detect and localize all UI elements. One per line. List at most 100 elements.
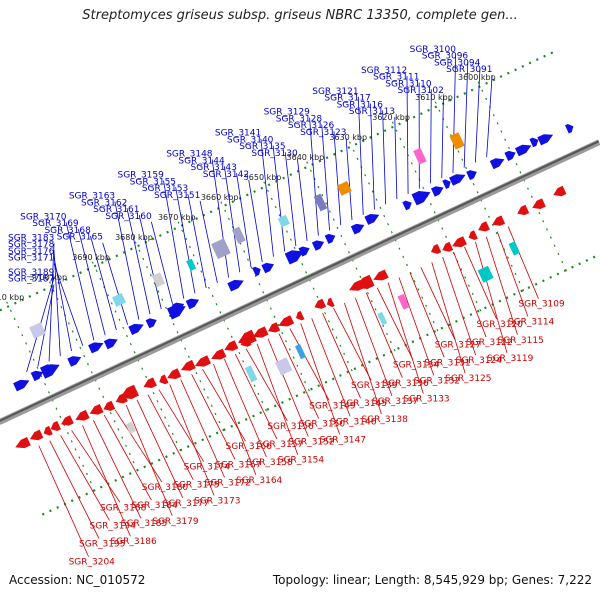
gene-label: SGR_3120 bbox=[477, 320, 524, 330]
forward-gene-arrow bbox=[103, 338, 118, 350]
reverse-gene-arrow bbox=[492, 215, 506, 226]
reverse-gene-arrow bbox=[553, 185, 567, 197]
label-leader-line bbox=[420, 267, 456, 340]
gene-label: SGR_3110 bbox=[385, 79, 432, 89]
gene-label: SGR_3096 bbox=[422, 52, 469, 62]
gene-label: SGR_3131 bbox=[424, 358, 470, 368]
gene-label: SGR_3189 bbox=[8, 268, 55, 278]
label-leader-line bbox=[442, 257, 477, 356]
label-leader-line bbox=[496, 231, 529, 317]
gene-label: SGR_3150 bbox=[299, 420, 346, 430]
label-leader-line bbox=[147, 394, 194, 480]
gene-label: SGR_3130 bbox=[251, 149, 298, 159]
label-leader-line bbox=[354, 297, 393, 397]
gene-label: SGR_3158 bbox=[246, 458, 293, 468]
reverse-gene-arrow bbox=[442, 241, 454, 252]
gene-label: SGR_3167 bbox=[215, 460, 261, 470]
gene-label: SGR_3136 bbox=[382, 379, 429, 389]
label-leader-line bbox=[406, 75, 409, 194]
label-leader-line bbox=[507, 226, 539, 299]
label-leader-line bbox=[202, 369, 246, 442]
gene-label: SGR_3187 bbox=[8, 275, 54, 285]
label-leader-line bbox=[475, 68, 481, 163]
gene-label: SGR_3122 bbox=[466, 338, 512, 348]
scale-tick-label: 3690 kbp bbox=[72, 253, 110, 262]
reverse-gene-arrow bbox=[452, 236, 467, 248]
label-leader-line bbox=[53, 263, 84, 346]
axis-line-shadow bbox=[0, 139, 600, 425]
label-leader-lines bbox=[26, 54, 539, 557]
label-leader-line bbox=[453, 251, 487, 338]
gene-label: SGR_3185 bbox=[121, 519, 167, 529]
genome-axis bbox=[0, 49, 600, 516]
reverse-gene-arrow bbox=[355, 274, 375, 289]
label-leader-line bbox=[284, 152, 297, 247]
gene-label: SGR_3144 bbox=[178, 156, 225, 166]
label-leader-line bbox=[150, 221, 173, 304]
label-leader-line bbox=[234, 353, 278, 440]
reverse-gene-arrow bbox=[211, 348, 227, 360]
forward-gene-arrow bbox=[252, 266, 261, 277]
forward-gene-arrow bbox=[67, 356, 82, 367]
reverse-gene-arrow bbox=[278, 315, 295, 327]
reverse-gene-arrow bbox=[252, 326, 269, 338]
label-leader-line bbox=[431, 262, 466, 374]
label-leader-line bbox=[199, 200, 218, 283]
gene-label: SGR_3165 bbox=[57, 233, 103, 243]
forward-gene-arrow bbox=[166, 305, 186, 320]
gene-label: SGR_3204 bbox=[69, 558, 116, 568]
annotation-block bbox=[336, 181, 352, 196]
reverse-gene-arrow bbox=[159, 374, 169, 385]
label-leader-line bbox=[93, 419, 142, 519]
gene-label: SGR_3186 bbox=[110, 537, 157, 547]
annotation-block bbox=[125, 421, 136, 434]
gene-label: SGR_3119 bbox=[487, 354, 534, 364]
label-leader-line bbox=[248, 179, 263, 262]
label-leader-line bbox=[441, 96, 444, 179]
forward-gene-arrow bbox=[145, 318, 157, 329]
label-leader-line bbox=[126, 208, 151, 315]
gene-label: SGR_3173 bbox=[194, 496, 240, 506]
scale-tick-label: 3630 kbp bbox=[329, 133, 367, 142]
label-leader-line bbox=[260, 138, 274, 257]
label-leader-line bbox=[65, 222, 95, 341]
gene-label: SGR_3183 bbox=[8, 233, 54, 243]
label-leader-line bbox=[365, 292, 403, 378]
label-leader-line bbox=[245, 348, 288, 422]
label-leader-line bbox=[311, 318, 351, 417]
label-leader-line bbox=[463, 61, 469, 168]
gene-label: SGR_3176 bbox=[8, 247, 55, 257]
gene-label: SGR_3171 bbox=[8, 254, 54, 264]
label-leader-line bbox=[158, 389, 204, 462]
scale-tick-label: 3640 kbp bbox=[287, 153, 325, 162]
gene-label: SGR_3148 bbox=[166, 150, 213, 160]
annotation-block bbox=[275, 357, 293, 376]
label-leader-line bbox=[169, 384, 215, 496]
forward-gene-arrow bbox=[489, 158, 505, 170]
label-leader-line bbox=[357, 96, 364, 215]
forward-gene-arrow bbox=[466, 170, 477, 181]
gene-label: SGR_3180 bbox=[142, 483, 189, 493]
label-leader-line bbox=[180, 379, 225, 478]
forward-gene-arrow bbox=[537, 134, 554, 146]
gene-label: SGR_3159 bbox=[118, 171, 165, 181]
label-leader-line bbox=[382, 110, 387, 205]
gene-label: SGR_3115 bbox=[497, 336, 543, 346]
forward-gene-arrow bbox=[350, 223, 365, 235]
gene-label: SGR_3123 bbox=[300, 128, 346, 138]
forward-gene-arrow bbox=[449, 174, 466, 186]
gene-label: SGR_3132 bbox=[414, 377, 460, 387]
annotation-block bbox=[151, 272, 166, 288]
annotation-block bbox=[29, 322, 46, 339]
reverse-gene-arrow bbox=[180, 359, 196, 371]
label-leader-line bbox=[211, 159, 229, 278]
reverse-gene-arrow bbox=[373, 269, 389, 281]
gene-label: SGR_3160 bbox=[105, 212, 152, 222]
gene-label: SGR_3151 bbox=[154, 191, 200, 201]
reverse-gene-arrow bbox=[167, 368, 182, 379]
reverse-gene-arrow bbox=[238, 329, 257, 344]
gene-label: SGR_3175 bbox=[173, 481, 219, 491]
gene-label: SGR_3172 bbox=[205, 478, 251, 488]
label-leader-line bbox=[138, 214, 162, 310]
